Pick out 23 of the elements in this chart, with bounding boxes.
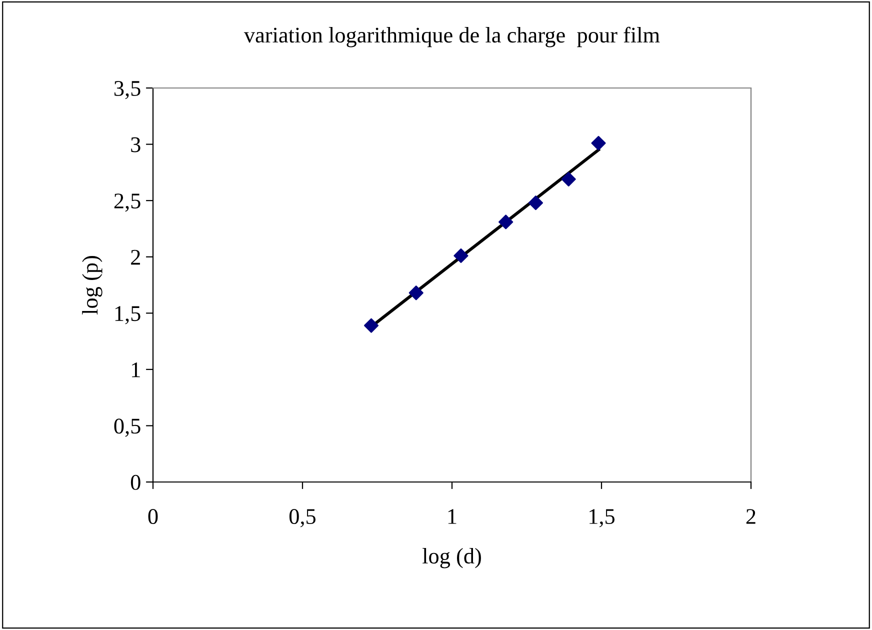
y-tick-label: 0,5 [114,418,140,437]
x-axis-title: log (d) [422,548,481,568]
chart-title: variation logarithmique de la charge pour film [244,26,660,48]
y-axis-title: log (p) [82,256,102,314]
point [408,286,424,300]
point [454,248,468,264]
point [498,214,514,230]
y-tick-label: 3 [131,137,140,152]
point [561,172,576,186]
x-tick-label: 0 [148,509,158,524]
y-tick-label: 0 [130,474,140,490]
x-tick-label: 1 [448,509,456,524]
x-tick-label: 1,5 [590,509,615,528]
point [364,318,379,333]
y-tick-label: 2 [131,250,140,265]
point [528,196,543,210]
x-tick-label: 2 [746,509,756,524]
y-tick-label: 1 [132,362,140,378]
y-tick-label: 1,5 [115,306,140,324]
y-tick-label: 2,5 [114,194,140,212]
y-tick-label: 3,5 [114,80,140,100]
x-tick-label: 0,5 [289,509,316,528]
point [591,136,606,150]
